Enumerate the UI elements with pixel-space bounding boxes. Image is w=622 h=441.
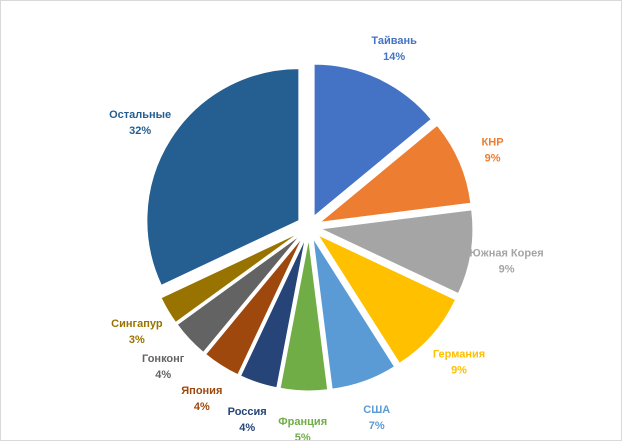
slice-category-label: Сингапур (111, 318, 163, 330)
slice-label-9: Гонконг 4% (142, 353, 185, 381)
pie-slice-9 (176, 234, 301, 354)
pie-slice-1 (313, 63, 432, 218)
slice-category-label: Гонконг (142, 353, 185, 365)
pie-slice-3 (319, 209, 474, 295)
slice-percent-label: 9% (485, 153, 501, 165)
slice-percent-label: 9% (451, 364, 467, 376)
slice-label-1: Тайвань 14% (371, 35, 417, 63)
slice-percent-label: 7% (369, 420, 385, 432)
slice-category-label: Тайвань (371, 35, 417, 47)
slice-percent-label: 4% (155, 369, 171, 381)
pie-slice-11 (146, 68, 300, 286)
pie-slice-8 (204, 236, 304, 376)
pie-slice-5 (312, 238, 396, 390)
slice-label-6: Франция 5% (278, 416, 327, 440)
slice-percent-label: 32% (129, 125, 151, 137)
slice-percent-label: 4% (239, 422, 255, 434)
slice-label-7: Россия 4% (228, 406, 267, 434)
slice-percent-label: 5% (295, 432, 311, 440)
slice-label-4: Германия 9% (433, 348, 485, 376)
slice-category-label: КНР (482, 137, 504, 149)
slice-label-3: Южная Корея 9% (469, 247, 543, 275)
slice-category-label: Южная Корея (469, 247, 543, 259)
slice-category-label: Франция (278, 416, 327, 428)
slice-category-label: Остальные (109, 109, 171, 121)
slice-label-2: КНР 9% (482, 137, 504, 165)
slice-percent-label: 9% (499, 263, 515, 275)
pie-slice-4 (316, 233, 457, 364)
slice-label-10: Сингапур 3% (111, 318, 163, 346)
pie-slice-2 (318, 124, 472, 223)
pie-slice-10 (160, 232, 299, 324)
slice-percent-label: 4% (194, 401, 210, 413)
slice-percent-label: 14% (383, 51, 405, 63)
slice-category-label: Россия (228, 406, 267, 418)
slice-label-11: Остальные 32% (109, 109, 171, 137)
slice-category-label: Германия (433, 348, 485, 360)
slice-percent-label: 3% (129, 334, 145, 346)
slice-label-8: Япония 4% (181, 385, 222, 413)
slice-category-label: Япония (181, 385, 222, 397)
pie-slice-7 (239, 238, 306, 389)
pie-slice-6 (279, 238, 329, 392)
slice-label-5: США 7% (363, 404, 390, 432)
slice-category-label: США (363, 404, 390, 416)
